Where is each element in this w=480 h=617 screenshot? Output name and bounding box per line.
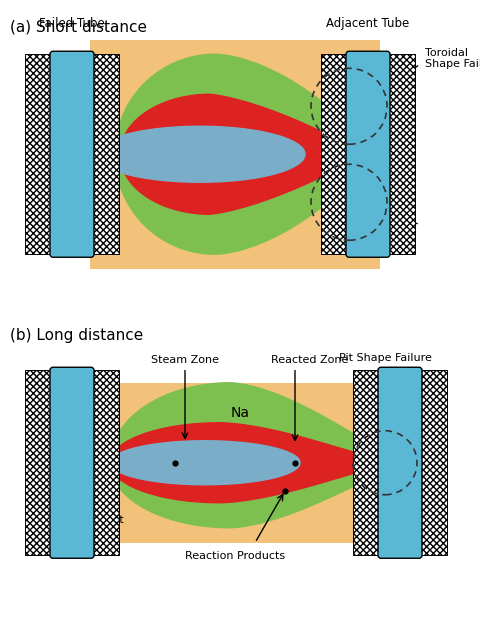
- Polygon shape: [110, 383, 395, 528]
- Bar: [353, 370, 381, 555]
- Text: Na: Na: [230, 406, 250, 420]
- Polygon shape: [115, 54, 360, 254]
- Polygon shape: [110, 423, 385, 503]
- FancyBboxPatch shape: [378, 367, 422, 558]
- Bar: [321, 54, 349, 254]
- Text: Toroidal
Shape Failure: Toroidal Shape Failure: [425, 48, 480, 69]
- Text: Reaction Products: Reaction Products: [185, 551, 285, 561]
- Text: Steam Zone: Steam Zone: [151, 355, 219, 365]
- FancyBboxPatch shape: [346, 51, 390, 257]
- Polygon shape: [120, 94, 350, 214]
- Bar: [91, 54, 119, 254]
- Polygon shape: [110, 441, 300, 485]
- Text: Failed Tube: Failed Tube: [39, 17, 105, 30]
- Bar: [90, 39, 380, 269]
- Bar: [25, 54, 53, 254]
- Text: (a) Short distance: (a) Short distance: [10, 20, 147, 35]
- FancyBboxPatch shape: [50, 367, 94, 558]
- Bar: [387, 54, 415, 254]
- Text: (b) Long distance: (b) Long distance: [10, 328, 143, 343]
- Bar: [90, 383, 390, 542]
- FancyBboxPatch shape: [50, 51, 94, 257]
- Bar: [91, 370, 119, 555]
- Polygon shape: [95, 126, 305, 182]
- Text: Adjacent Tube: Adjacent Tube: [326, 17, 409, 30]
- Text: Defect: Defect: [88, 515, 125, 524]
- Bar: [25, 370, 53, 555]
- Text: Pit Shape Failure: Pit Shape Failure: [338, 353, 432, 363]
- Text: Reacted Zone: Reacted Zone: [271, 355, 348, 365]
- Bar: [419, 370, 447, 555]
